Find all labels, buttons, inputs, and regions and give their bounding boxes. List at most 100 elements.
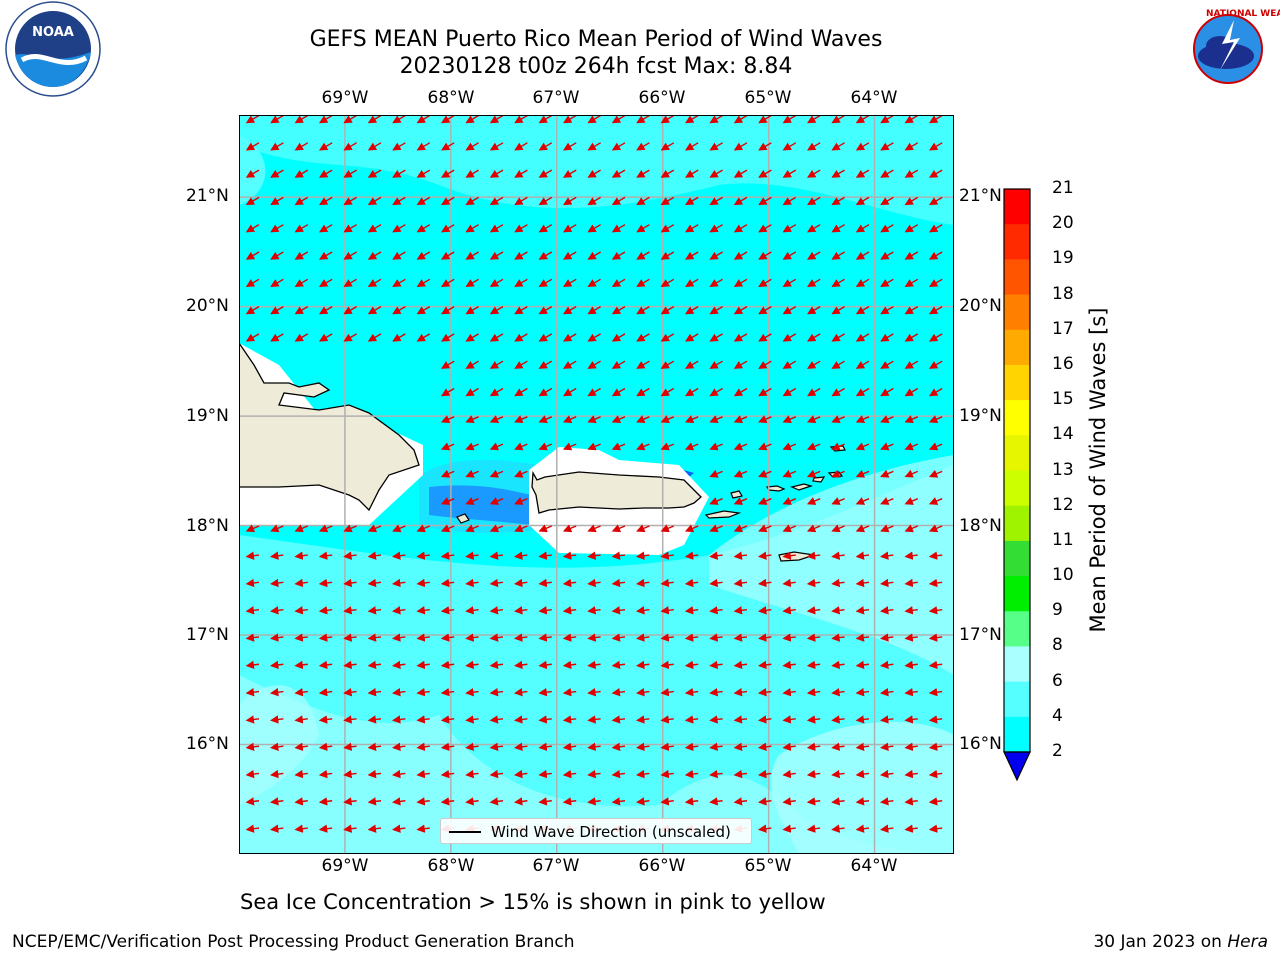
wind-arrow <box>709 769 723 779</box>
wind-arrow <box>855 524 870 533</box>
wind-arrow <box>538 660 552 670</box>
wind-arrow <box>562 224 577 233</box>
wind-arrow <box>440 524 455 533</box>
colorbar-swatch <box>1004 259 1030 296</box>
wind-arrow <box>367 606 382 615</box>
wind-arrow <box>538 224 553 233</box>
wind-arrow <box>733 387 748 397</box>
wind-arrow <box>928 224 943 233</box>
wind-arrow <box>489 142 504 151</box>
wind-arrow <box>343 305 357 315</box>
wind-arrow <box>440 742 455 751</box>
wind-arrow <box>880 305 894 315</box>
wind-arrow <box>416 769 430 779</box>
wind-arrow <box>855 551 870 560</box>
wind-arrow <box>343 115 357 124</box>
wind-arrow <box>514 633 528 642</box>
wind-arrow <box>782 251 797 260</box>
wind-arrow <box>294 742 308 751</box>
wind-arrow <box>514 606 528 615</box>
wind-arrow <box>318 715 333 724</box>
wind-arrow <box>880 360 894 369</box>
wind-arrow <box>392 824 406 833</box>
wind-arrow <box>294 660 308 670</box>
wind-arrow <box>855 715 870 724</box>
wind-arrow <box>855 387 870 397</box>
wind-arrow <box>343 688 357 697</box>
wind-arrow <box>782 278 797 288</box>
wind-arrow <box>392 169 406 178</box>
wind-arrow <box>636 142 650 151</box>
wind-arrow <box>928 797 943 806</box>
wind-arrow <box>709 333 723 342</box>
wind-arrow <box>465 142 479 151</box>
run-date: 30 Jan 2023 on <box>1093 932 1228 952</box>
wind-arrow <box>831 524 845 533</box>
wind-arrow <box>514 278 528 288</box>
wind-arrow <box>660 415 675 423</box>
wind-arrow <box>587 224 601 233</box>
wind-arrow <box>514 551 528 560</box>
wind-arrow <box>880 278 894 288</box>
colorbar-tick-label: 16 <box>1052 353 1074 374</box>
wind-arrow <box>928 387 943 397</box>
wind-arrow <box>318 551 333 560</box>
wind-arrow <box>928 333 943 342</box>
wind-arrow <box>758 524 772 533</box>
wind-arrow <box>318 333 333 342</box>
wind-arrow <box>758 633 772 642</box>
wind-arrow <box>733 224 748 233</box>
wind-arrow <box>270 115 284 124</box>
wind-arrow <box>343 278 357 288</box>
wind-arrow <box>684 688 699 697</box>
lat-label-right: 19°N <box>959 406 1002 426</box>
wind-arrow <box>489 196 504 206</box>
wind-arrow <box>684 797 699 806</box>
wind-arrow <box>782 824 796 833</box>
wind-arrow <box>465 387 479 397</box>
wind-arrow <box>636 196 650 206</box>
wind-arrow <box>245 660 260 670</box>
wind-arrow <box>733 278 748 288</box>
lat-label-right: 20°N <box>959 296 1002 316</box>
legend-label: Wind Wave Direction (unscaled) <box>491 823 731 841</box>
wind-arrow <box>587 333 601 342</box>
wind-arrow <box>538 524 553 533</box>
wind-arrow <box>636 797 650 806</box>
wind-arrow <box>318 142 333 151</box>
wind-arrow <box>294 115 309 124</box>
wind-arrow <box>245 169 260 178</box>
lat-label-left: 21°N <box>186 186 229 206</box>
wind-arrow <box>440 142 455 151</box>
wind-arrow <box>489 742 504 751</box>
wind-arrow <box>489 769 504 779</box>
wind-arrow <box>562 196 577 206</box>
wind-arrow <box>880 742 894 751</box>
wind-arrow <box>367 115 382 124</box>
wind-arrow <box>343 578 357 588</box>
lon-label-bottom: 65°W <box>744 856 792 876</box>
wind-arrow <box>294 333 309 342</box>
wind-arrow <box>294 578 308 588</box>
wind-arrow <box>880 333 894 342</box>
wind-arrow <box>440 688 455 697</box>
wind-arrow <box>245 115 260 124</box>
lon-label-bottom: 69°W <box>321 856 369 876</box>
wind-arrow <box>709 224 723 233</box>
wind-arrow <box>245 769 260 779</box>
wind-arrow <box>416 606 430 615</box>
wind-arrow <box>367 578 382 588</box>
colorbar-swatch <box>1004 224 1030 260</box>
wind-arrow <box>440 169 455 178</box>
land-st-john <box>790 483 814 491</box>
wind-arrow <box>318 688 333 697</box>
wind-arrow <box>562 169 577 178</box>
wind-arrow <box>660 224 675 233</box>
wind-arrow <box>660 169 675 178</box>
lat-label-left: 18°N <box>186 516 229 536</box>
wind-arrow <box>465 169 479 178</box>
wind-arrow <box>465 797 479 806</box>
wind-arrow <box>709 497 723 505</box>
wind-arrow <box>684 387 699 397</box>
wind-arrow <box>636 305 650 315</box>
